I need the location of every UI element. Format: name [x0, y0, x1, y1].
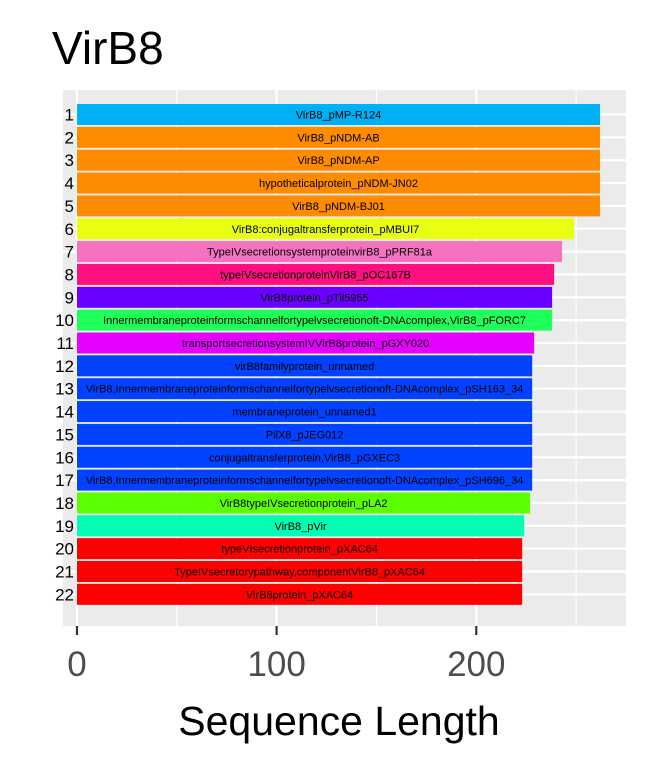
bar-label: PilX8_pJEG012 [266, 429, 344, 441]
bar-label: TypeIVsecretorypathway,componentVirB8_pX… [174, 567, 425, 579]
y-tick-label: 1 [65, 106, 74, 125]
bar-14 [76, 401, 533, 423]
bar-label: typeIVsecretionproteinVirB8_pOC167B [220, 269, 411, 281]
bar-7 [76, 241, 563, 263]
bar-label: VirB8protein_pTil5955 [260, 292, 368, 304]
y-tick-label: 21 [55, 563, 74, 582]
bar-15 [76, 423, 533, 445]
bar-11 [76, 332, 535, 354]
bar-21 [76, 561, 523, 582]
bar-label: VirB8_pVir [274, 521, 327, 533]
bar-label: VirB8:conjugaltransferprotein_pMBUI7 [232, 224, 420, 236]
y-tick-label: 4 [65, 174, 74, 193]
y-tick-label: 14 [55, 403, 74, 422]
bars [76, 104, 601, 605]
bar-20 [76, 538, 523, 560]
y-tick-label: 12 [55, 357, 74, 376]
bar-3 [76, 149, 601, 171]
y-tick-label: 6 [65, 220, 74, 239]
x-axis-ticks: 0 100 200 [67, 626, 505, 684]
y-tick-label: 9 [65, 288, 74, 307]
y-tick-label: 11 [56, 334, 74, 353]
bar-2 [76, 126, 601, 148]
bar-label: typeVIsecretionprotein_pXAC64 [221, 544, 378, 556]
bar-19 [76, 515, 525, 537]
bar-label: virB8familyprotein_unnamed [235, 361, 374, 373]
bar-9 [76, 286, 553, 308]
bar-label: hypotheticalprotein_pNDM-JN02 [259, 178, 418, 190]
y-tick-label: 20 [55, 540, 74, 559]
bar-label: TypeIVsecretionsystemproteinvirB8_pPRF81… [207, 247, 433, 259]
chart-title: VirB8 [52, 22, 164, 74]
bar-label: transportsecretionsystemIVVirB8protein_p… [182, 338, 429, 350]
bar-labels: VirB8_pMP-R124 VirB8_pNDM-AB VirB8_pNDM-AP… [86, 110, 526, 602]
bar-16 [76, 446, 533, 468]
bar-label: VirB8_pMP-R124 [296, 110, 381, 122]
bar-label: VirB8_pNDM-BJ01 [292, 201, 385, 213]
bar-label: VirB8_pNDM-AB [297, 132, 379, 144]
bar-label: Innermembraneproteinformschannelfortypel… [103, 315, 526, 327]
y-tick-label: 16 [55, 448, 74, 467]
bar-8 [76, 263, 555, 285]
y-tick-label: 18 [55, 494, 74, 513]
bar-13 [76, 378, 533, 400]
y-tick-label: 5 [65, 197, 74, 216]
y-tick-label: 22 [55, 585, 74, 604]
bar-label: VirB8,Innermembraneproteinformschannelfo… [86, 475, 524, 487]
x-tick-label: 0 [67, 645, 86, 684]
y-tick-label: 19 [55, 517, 74, 536]
y-tick-label: 13 [55, 380, 74, 399]
y-tick-label: 3 [65, 151, 74, 170]
y-tick-label: 7 [65, 243, 74, 262]
x-tick-label: 200 [447, 645, 505, 684]
x-tick-label: 100 [247, 645, 305, 684]
bar-12 [76, 355, 533, 377]
bar-label: membraneprotein_unnamed1 [232, 407, 376, 419]
bar-22 [76, 583, 523, 605]
bar-4 [76, 172, 601, 194]
y-tick-label: 2 [65, 128, 74, 147]
bar-label: VirB8typeIVsecretionprotein_pLA2 [220, 498, 388, 510]
bar-5 [76, 195, 601, 217]
x-axis-title: Sequence Length [178, 698, 499, 744]
bar-label: conjugaltransferprotein,VirB8_pGXEC3 [209, 452, 400, 464]
bar-18 [76, 492, 531, 514]
y-tick-label: 17 [55, 471, 74, 490]
bar-10 [76, 309, 553, 331]
bar-6 [76, 218, 575, 240]
bar-17 [76, 469, 533, 491]
y-tick-label: 8 [65, 265, 74, 284]
bar-label: VirB8,Innermembraneproteinformschannelfo… [86, 384, 524, 396]
bar-1 [76, 104, 601, 125]
bar-label: VirB8protein_pXAC64 [246, 589, 353, 601]
y-tick-label: 15 [55, 425, 74, 444]
bar-label: VirB8_pNDM-AP [297, 155, 379, 167]
y-tick-label: 10 [55, 311, 74, 330]
